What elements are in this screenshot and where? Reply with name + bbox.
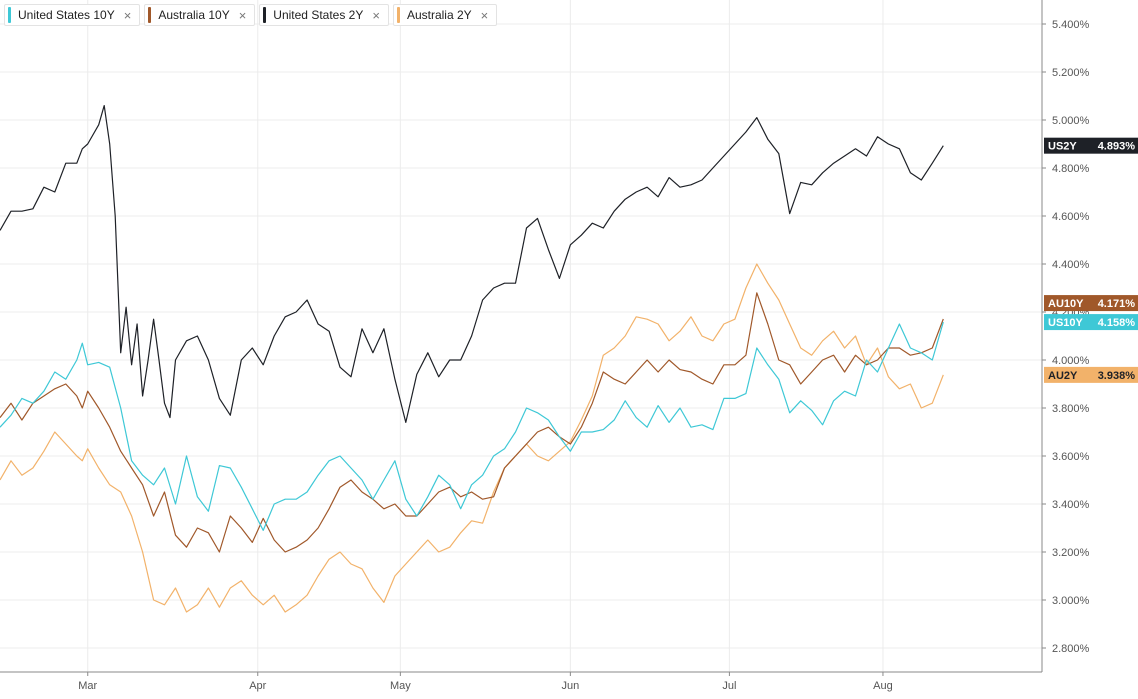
close-icon[interactable]: ×	[123, 7, 132, 23]
value-tag-us10y[interactable]: US10Y 4.158%	[1044, 314, 1138, 331]
close-icon[interactable]: ×	[372, 7, 380, 23]
value-tag-value: 4.158%	[1098, 317, 1136, 329]
value-tag-bg	[1044, 137, 1138, 154]
y-tick-label: 5.200%	[1052, 67, 1090, 79]
series-line-us10y[interactable]	[0, 321, 944, 531]
y-tick-label: 4.600%	[1052, 211, 1090, 223]
close-icon[interactable]: ×	[480, 7, 489, 23]
value-tag-value: 4.893%	[1098, 141, 1136, 153]
x-tick-label: Mar	[78, 680, 97, 692]
legend-item-us2y[interactable]: United States 2Y ×	[259, 4, 389, 26]
value-tag-name: US10Y	[1048, 317, 1084, 329]
value-tag-value: 3.938%	[1098, 370, 1136, 382]
series-line-us2y[interactable]	[0, 105, 944, 423]
legend-label: United States 10Y	[18, 8, 115, 22]
y-tick-label: 4.000%	[1052, 355, 1090, 367]
legend-item-au10y[interactable]: Australia 10Y ×	[144, 4, 256, 26]
legend-label: United States 2Y	[273, 8, 364, 22]
legend-item-us10y[interactable]: United States 10Y ×	[4, 4, 141, 26]
y-tick-label: 3.400%	[1052, 499, 1090, 511]
legend-label: Australia 10Y	[158, 8, 230, 22]
value-tag-name: AU2Y	[1048, 370, 1078, 382]
value-tag-bg	[1044, 314, 1138, 331]
legend-swatch	[263, 7, 267, 23]
close-icon[interactable]: ×	[238, 7, 247, 23]
legend-item-au2y[interactable]: Australia 2Y ×	[392, 4, 498, 26]
value-tag-value: 4.171%	[1098, 298, 1136, 310]
y-tick-label: 3.000%	[1052, 595, 1090, 607]
y-tick-label: 2.800%	[1052, 643, 1090, 655]
axes	[0, 0, 1043, 673]
y-tick-label: 3.800%	[1052, 403, 1090, 415]
x-tick-label: Apr	[249, 680, 266, 692]
y-tick-label: 3.200%	[1052, 547, 1090, 559]
y-tick-label: 5.000%	[1052, 115, 1090, 127]
legend-swatch	[148, 7, 152, 23]
value-tag-bg	[1044, 366, 1138, 383]
y-tick-label: 3.600%	[1052, 451, 1090, 463]
y-tick-label: 4.800%	[1052, 163, 1090, 175]
series-line-au2y[interactable]	[0, 263, 944, 613]
x-tick-label: Aug	[873, 680, 893, 692]
last-value-tags[interactable]: US2Y 4.893% AU10Y 4.171% US10Y 4.158% AU2Y 3.93…	[1044, 137, 1138, 383]
value-tag-name: US2Y	[1048, 141, 1077, 153]
legend-swatch	[396, 7, 400, 23]
value-tag-us2y[interactable]: US2Y 4.893%	[1044, 137, 1138, 154]
legend: United States 10Y × Australia 10Y × Unit…	[4, 4, 498, 26]
series-line-au10y[interactable]	[0, 292, 944, 553]
legend-label: Australia 2Y	[406, 8, 472, 22]
x-tick-labels: Mar Apr May Jun Jul Aug	[78, 672, 893, 692]
value-tag-bg	[1044, 295, 1138, 312]
legend-swatch	[8, 7, 11, 23]
series-lines	[0, 105, 944, 613]
value-tag-au10y[interactable]: AU10Y 4.171%	[1044, 295, 1138, 312]
y-tick-label: 4.400%	[1052, 259, 1090, 271]
value-tag-au2y[interactable]: AU2Y 3.938%	[1044, 366, 1138, 383]
value-tag-name: AU10Y	[1048, 298, 1084, 310]
x-tick-label: Jun	[561, 680, 579, 692]
y-tick-label: 5.400%	[1052, 19, 1090, 31]
x-tick-label: May	[390, 680, 411, 692]
x-tick-label: Jul	[722, 680, 736, 692]
gridlines	[0, 0, 1042, 672]
y-tick-labels: 2.800% 3.000% 3.200% 3.400% 3.600% 3.800% 4.00…	[1042, 19, 1090, 655]
